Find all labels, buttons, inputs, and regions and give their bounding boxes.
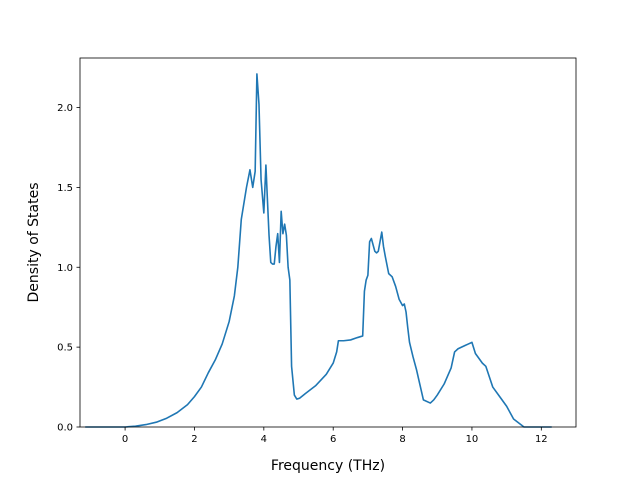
x-tick-label: 10 — [466, 434, 479, 445]
axes-frame — [79, 57, 577, 428]
series-layer — [85, 73, 552, 428]
y-tick-label: 1.0 — [57, 263, 73, 274]
x-tick-label: 4 — [261, 434, 267, 445]
y-axis-label: Density of States — [26, 183, 42, 303]
y-axis-ticks: 0.0 0.5 1.0 1.5 2.0 — [57, 103, 80, 434]
plot-area — [79, 57, 577, 428]
x-axis-label: Frequency (THz) — [271, 458, 385, 474]
y-tick-label: 0.0 — [57, 423, 73, 434]
dos-series-line — [85, 73, 552, 428]
x-tick-label: 0 — [122, 434, 128, 445]
x-tick-label: 12 — [535, 434, 548, 445]
x-tick-label: 6 — [330, 434, 336, 445]
x-axis-ticks: 0 2 4 6 8 10 12 — [122, 427, 548, 445]
y-tick-label: 2.0 — [57, 103, 73, 114]
y-tick-label: 1.5 — [57, 183, 73, 194]
x-tick-label: 8 — [399, 434, 405, 445]
y-tick-label: 0.5 — [57, 343, 73, 354]
x-tick-label: 2 — [191, 434, 197, 445]
